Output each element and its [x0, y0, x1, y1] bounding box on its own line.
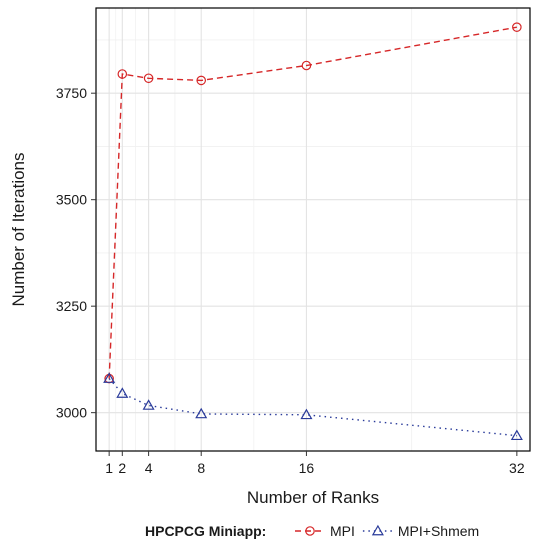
- legend-key: [362, 524, 393, 536]
- x-axis-title: Number of Ranks: [247, 488, 379, 507]
- legend-key: [295, 526, 325, 536]
- y-tick-label: 3500: [56, 192, 87, 208]
- axes: 1 2 4 8 16 32 3000 3250 3500 3750: [56, 85, 525, 476]
- legend-label: MPI: [330, 523, 355, 539]
- legend-key-marker: [371, 524, 384, 536]
- series-line: [108, 26, 517, 379]
- legend-key-marker: [305, 526, 315, 536]
- y-tick-label: 3750: [56, 85, 87, 101]
- data-point: [103, 372, 116, 383]
- x-tick-label: 16: [299, 460, 315, 476]
- x-tick-label: 1: [105, 460, 113, 476]
- data-point: [117, 69, 128, 79]
- legend-label: MPI+Shmem: [398, 523, 479, 539]
- legend-title: HPCPCG Miniapp:: [145, 523, 266, 539]
- x-tick-label: 4: [145, 460, 153, 476]
- x-tick-label: 32: [509, 460, 525, 476]
- data-point: [510, 429, 523, 441]
- y-tick-label: 3250: [56, 298, 87, 314]
- y-tick-label: 3000: [56, 405, 87, 421]
- data-point: [300, 408, 313, 420]
- series-line: [108, 378, 517, 437]
- data-point: [512, 22, 522, 32]
- data-point: [301, 60, 312, 71]
- data-point: [116, 387, 129, 398]
- series-mpi-shmem: [103, 372, 523, 441]
- data-point: [142, 399, 155, 410]
- series-layer: [103, 22, 523, 441]
- y-axis-title: Number of Iterations: [9, 152, 28, 306]
- series-mpi: [104, 22, 522, 384]
- plot-border: [95, 7, 531, 452]
- legend: HPCPCG Miniapp: MPI MPI+Shmem: [145, 523, 479, 539]
- data-point: [196, 75, 207, 86]
- x-tick-label: 8: [197, 460, 205, 476]
- data-point: [195, 407, 208, 419]
- x-tick-label: 2: [118, 460, 126, 476]
- grid-lines: [96, 8, 530, 451]
- data-point: [143, 73, 154, 84]
